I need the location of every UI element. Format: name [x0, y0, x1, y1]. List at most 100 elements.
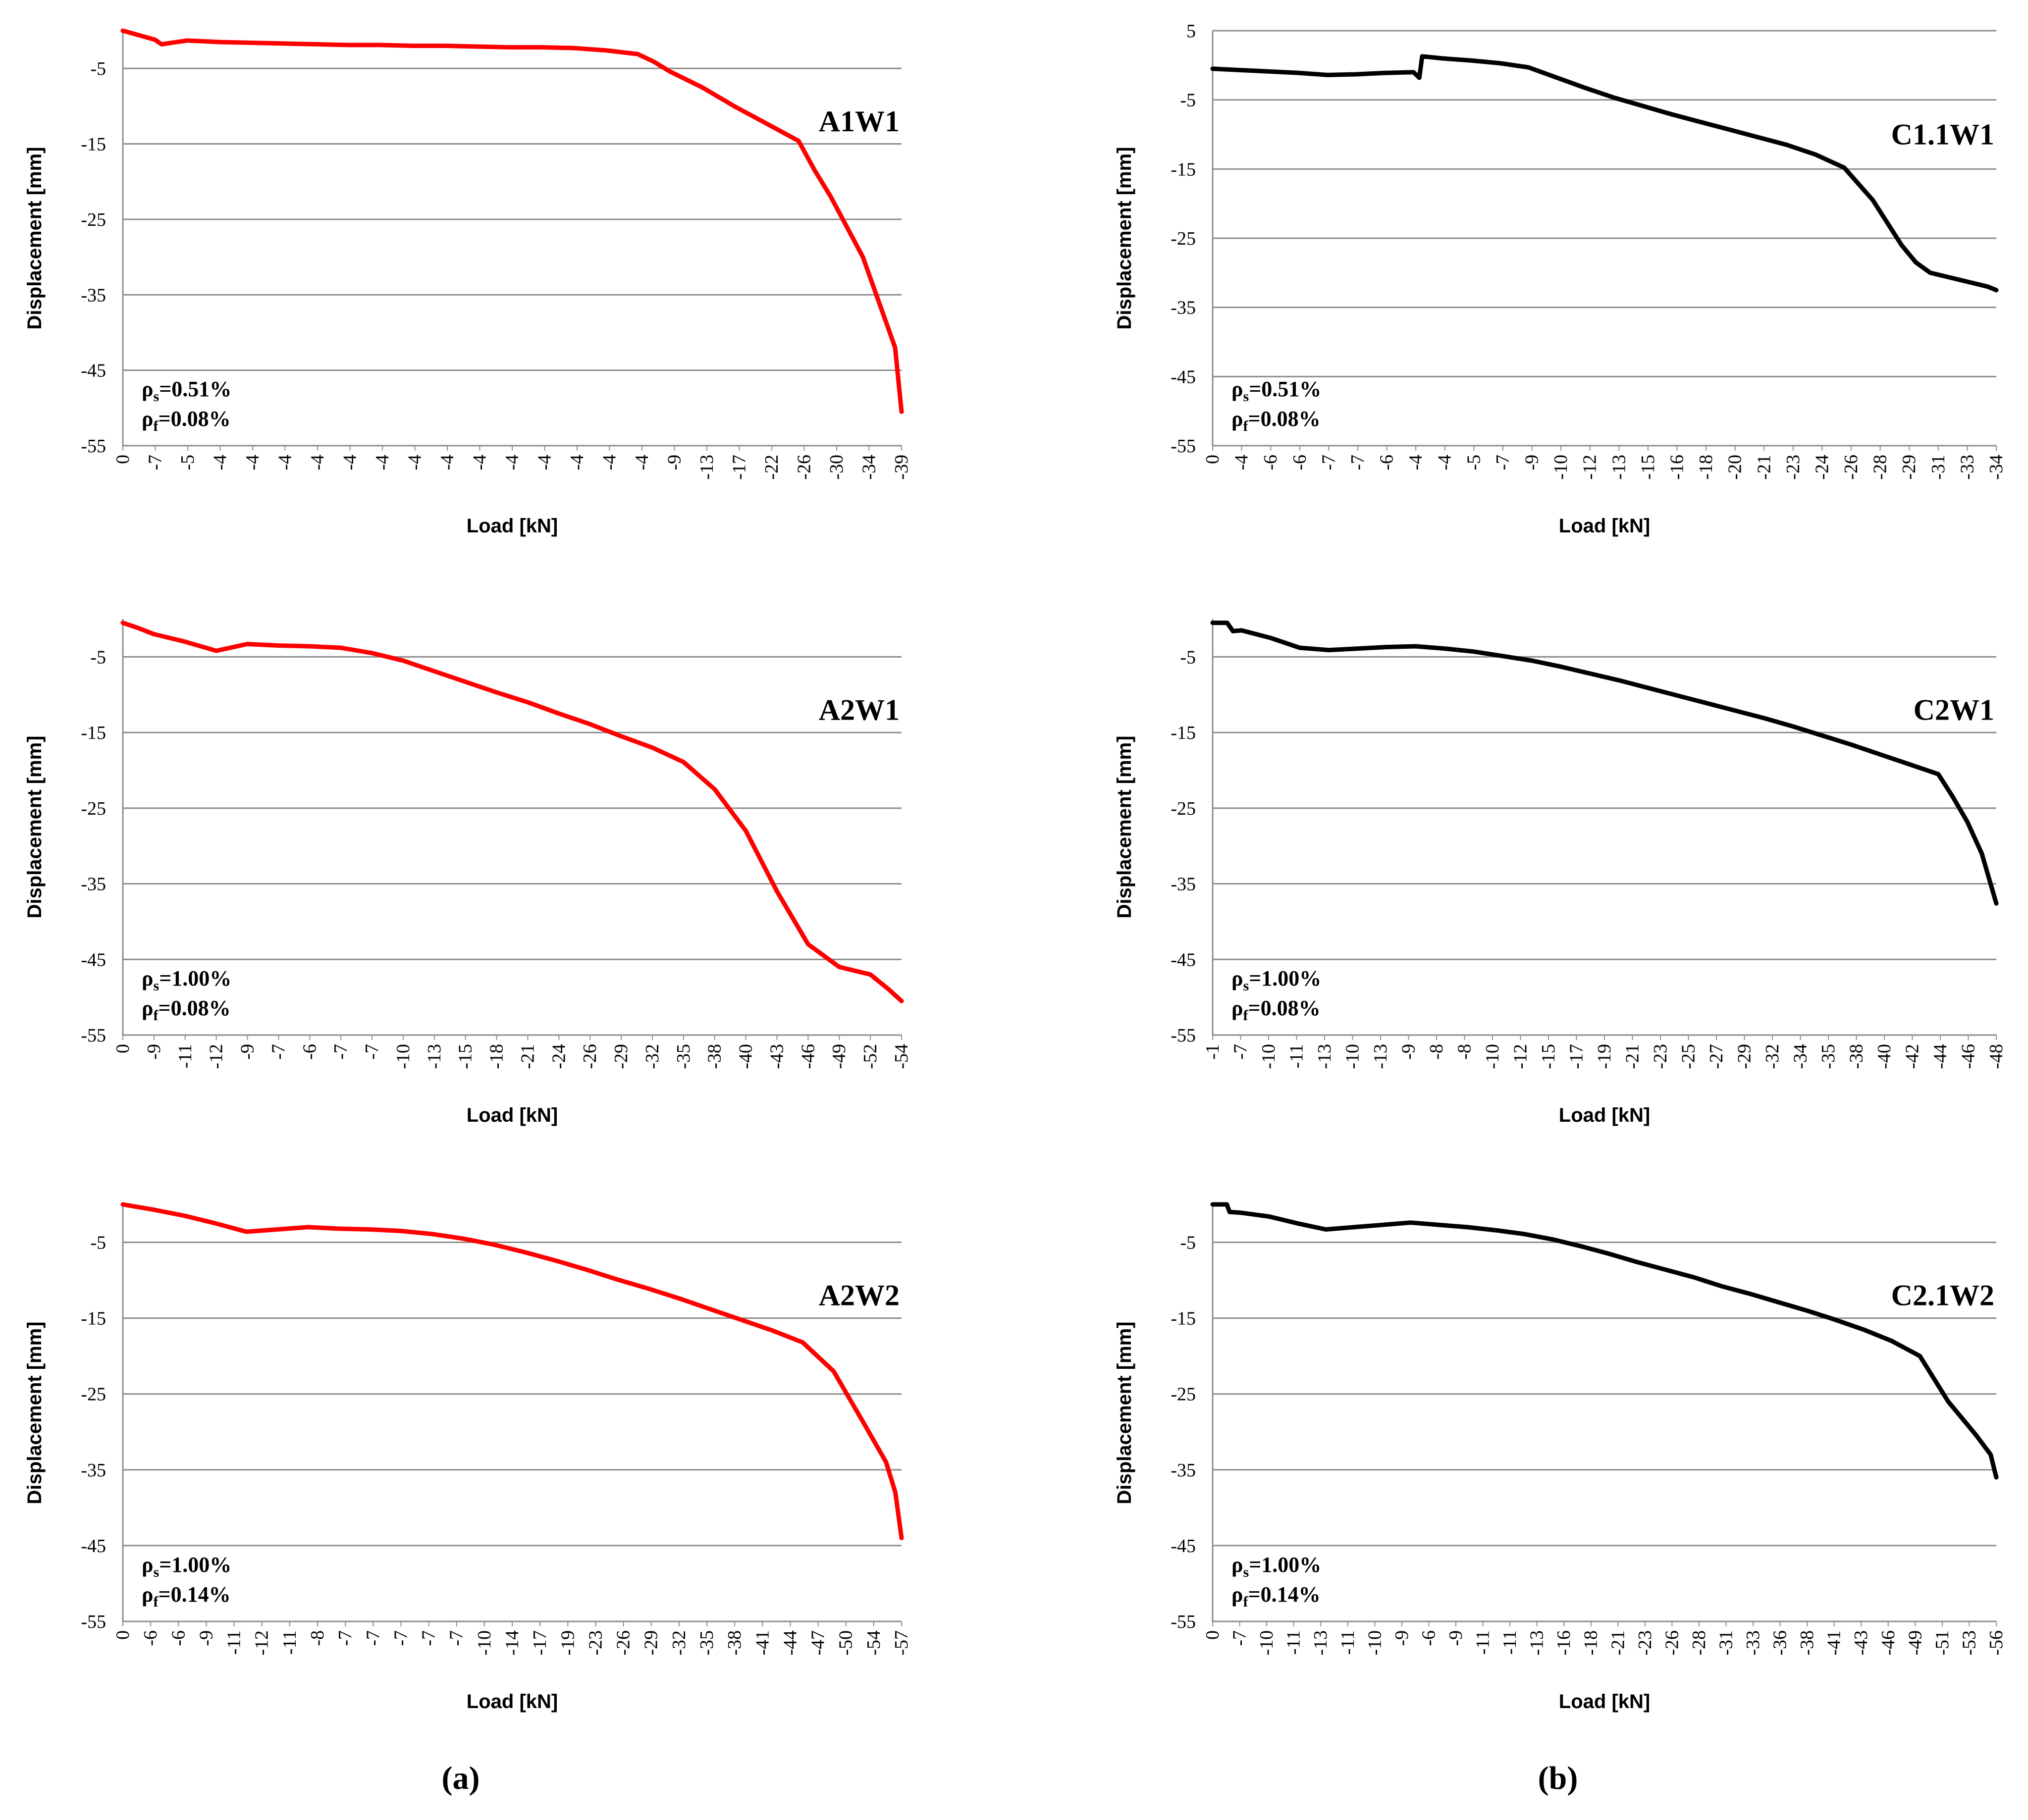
rho-s-value: =0.51%: [159, 377, 231, 401]
rho-f-annotation: ρf=0.08%: [142, 996, 231, 1024]
chart-c2w1: -5 -15 -25 -35 -45 -55 -1 -7 -10 -11 -13 -10 -13 -9 -8…: [1114, 619, 2007, 1126]
y-axis-label: Displacement [mm]: [1114, 147, 1135, 330]
x-tick-label: -46: [1958, 1044, 1979, 1069]
x-tick-label: -10: [1258, 1044, 1279, 1069]
rho-f-value: =0.08%: [1248, 996, 1321, 1020]
x-tick-label: -18: [486, 1044, 507, 1069]
x-tick-label: -26: [1661, 1630, 1682, 1656]
x-tick-label: -4: [632, 455, 652, 470]
x-tick-label: -6: [1377, 455, 1397, 470]
chart-a2w2: -5-15-25-35-45-550 -6 -6 -9 -11 -12 -11 -8 -7 -7-…: [24, 1202, 912, 1713]
x-tick-label: -18: [1581, 1630, 1601, 1656]
x-tick-label: -7: [1230, 1044, 1251, 1060]
x-tick-label: -7: [268, 1044, 289, 1060]
x-tick-label: 0: [1202, 1630, 1223, 1640]
y-tick-label: -15: [1171, 723, 1196, 743]
x-tick-label: -33: [1743, 1630, 1763, 1656]
y-tick-label: -5: [1180, 90, 1196, 111]
y-tick-label: -35: [1171, 1460, 1196, 1481]
x-tick-label: -6: [299, 1044, 320, 1060]
x-tick-label: -7: [1229, 1630, 1250, 1646]
rho-s-value: =1.00%: [1249, 1553, 1321, 1577]
x-tick-label: -41: [1824, 1630, 1845, 1656]
x-tick-label: -38: [704, 1044, 725, 1069]
x-tick-label: -7: [335, 1630, 356, 1646]
x-tick-label: -15: [1538, 1044, 1559, 1069]
y-tick-label: -35: [81, 874, 106, 895]
x-tick-label: -52: [860, 1044, 881, 1069]
x-tick-label: -57: [891, 1630, 912, 1656]
x-tick-label: -4: [1435, 455, 1455, 470]
x-tick-label: -27: [1706, 1044, 1727, 1069]
x-tick-label: -13: [424, 1044, 445, 1069]
x-tick-label: -7: [362, 1044, 382, 1060]
x-tick-label: -8: [1426, 1044, 1447, 1060]
y-tick-label: -25: [81, 209, 106, 230]
rho-f-value: =0.14%: [1248, 1582, 1321, 1607]
x-tick-label: -7: [1347, 455, 1368, 470]
x-tick-label: -34: [1986, 455, 2007, 480]
x-tick-label: -23: [1650, 1044, 1671, 1069]
x-tick-label: -40: [1874, 1044, 1895, 1069]
x-tick-label: -9: [1391, 1630, 1412, 1646]
x-tick-label: -9: [664, 455, 685, 470]
x-tick-label: -10: [474, 1630, 495, 1656]
rho-f-value: =0.08%: [159, 407, 231, 431]
x-tick-label: -36: [1770, 1630, 1791, 1656]
y-tick-label: -25: [1171, 798, 1196, 819]
x-tick-label: 0: [112, 1630, 133, 1640]
x-tick-label: -35: [673, 1044, 694, 1069]
x-tick-label: -6: [140, 1630, 161, 1646]
x-tick-label: -34: [1790, 1044, 1811, 1069]
y-axis-label: Displacement [mm]: [1114, 736, 1135, 919]
y-tick-label: -45: [81, 361, 106, 381]
x-tick-label: -6: [1260, 455, 1281, 470]
y-tick-label: -5: [1180, 647, 1196, 668]
x-tick-label: -35: [1818, 1044, 1839, 1069]
x-tick-label: 0: [1202, 455, 1223, 464]
x-tick-label: -25: [1678, 1044, 1699, 1069]
x-tick-label: -9: [1445, 1630, 1466, 1646]
x-tick-label: -7: [330, 1044, 351, 1060]
rho-s-value: =1.00%: [1249, 966, 1321, 990]
x-tick-label: -29: [1899, 455, 1920, 480]
y-tick-label: -25: [81, 798, 106, 819]
y-tick-label: -55: [1171, 1025, 1196, 1046]
y-tick-label: -55: [81, 1612, 106, 1632]
series-line-a2w1: [120, 621, 904, 1003]
x-tick-label: -22: [761, 455, 782, 480]
rho-f-annotation: ρf=0.08%: [142, 407, 231, 434]
x-tick-label: -26: [1841, 455, 1862, 480]
x-tick-label: -16: [1666, 455, 1687, 480]
x-tick-label: -11: [1473, 1630, 1494, 1655]
x-tick-label: -13: [1527, 1630, 1548, 1656]
y-tick-label: -45: [1171, 1536, 1196, 1557]
y-axis-label: Displacement [mm]: [24, 1322, 46, 1505]
x-tick-label: -43: [766, 1044, 787, 1069]
x-tick-label: -46: [1878, 1630, 1899, 1656]
rho-f-annotation: ρf=0.08%: [1231, 407, 1321, 434]
x-tick-label: -13: [1314, 1044, 1335, 1069]
x-tick-label: -12: [1580, 455, 1601, 480]
x-tick-label: -23: [585, 1630, 606, 1656]
chart-c21w2: -5-15-25-35-45-550 -7 -10 -11 -13 -11 -10 -9 -6-…: [1114, 1202, 2007, 1713]
y-tick-label: -45: [1171, 949, 1196, 970]
y-tick-label: -15: [81, 1308, 106, 1329]
y-tick-label: -5: [1180, 1233, 1196, 1253]
y-tick-label: -35: [81, 1460, 106, 1481]
x-tick-label: -24: [1812, 455, 1832, 480]
y-tick-label: -15: [1171, 159, 1196, 180]
series-line-c2w1: [1210, 621, 1999, 906]
y-tick-label: -25: [81, 1384, 106, 1405]
specimen-name: C2.1W2: [1891, 1279, 1994, 1312]
x-tick-label: -31: [1715, 1630, 1736, 1656]
rho-s-value: =1.00%: [159, 1553, 231, 1577]
rho-f-value: =0.08%: [1248, 407, 1321, 431]
y-tick-label: -55: [81, 1025, 106, 1046]
series-line-c21w2: [1210, 1202, 1999, 1480]
x-tick-label: -11: [1286, 1044, 1307, 1068]
x-tick-label: -53: [1959, 1630, 1979, 1656]
x-tick-label: -1: [1202, 1044, 1223, 1060]
y-tick-label: -5: [90, 647, 106, 668]
x-tick-label: -28: [1870, 455, 1891, 480]
